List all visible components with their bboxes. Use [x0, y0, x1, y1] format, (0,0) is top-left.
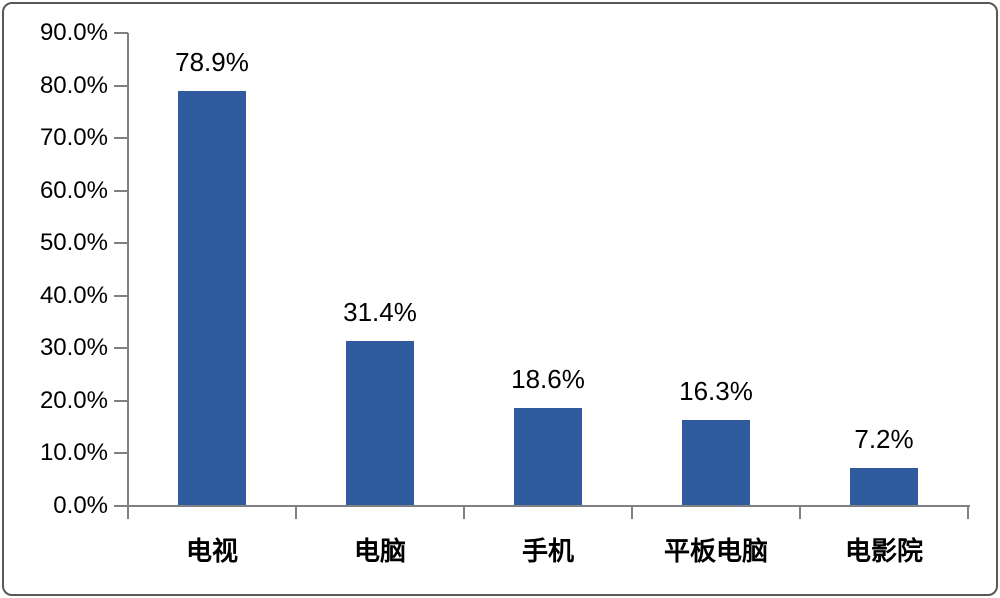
- y-axis-tick: [114, 137, 128, 139]
- x-axis-category-label: 手机: [521, 536, 574, 566]
- x-axis-line: [127, 505, 970, 507]
- bar: [514, 407, 582, 506]
- bar: [850, 467, 918, 506]
- bar-value-label: 31.4%: [343, 296, 417, 327]
- y-axis-tick: [114, 504, 128, 507]
- x-axis-tick: [127, 505, 129, 519]
- x-axis-category-label: 电影院: [844, 536, 923, 566]
- x-axis-tick: [799, 505, 801, 519]
- bar-value-label: 7.2%: [854, 423, 914, 454]
- y-axis-tick: [114, 84, 128, 87]
- y-axis-tick-label: 20.0%: [39, 386, 108, 414]
- bar-value-label: 78.9%: [175, 47, 249, 78]
- y-axis-tick-label: 30.0%: [39, 334, 108, 361]
- bar: [346, 340, 414, 506]
- y-axis-tick-label: 50.0%: [39, 229, 108, 256]
- bar-value-label: 16.3%: [679, 375, 753, 406]
- y-axis-tick: [114, 242, 128, 244]
- x-axis-category-label: 电视: [185, 536, 238, 566]
- y-axis-tick-label: 10.0%: [39, 439, 108, 466]
- x-axis-tick: [967, 505, 969, 519]
- y-axis-line: [127, 33, 129, 508]
- y-axis-tick: [114, 347, 128, 349]
- y-axis-tick: [114, 399, 128, 402]
- x-axis-category-label: 电脑: [353, 536, 406, 566]
- y-axis-tick: [114, 452, 128, 454]
- y-axis-tick-label: 80.0%: [39, 71, 108, 99]
- x-axis-category-label: 平板电脑: [663, 536, 768, 566]
- bar: [178, 91, 246, 506]
- y-axis-tick-label: 0.0%: [53, 491, 108, 519]
- x-axis-tick: [631, 505, 633, 519]
- y-axis-tick-label: 60.0%: [39, 176, 108, 204]
- y-axis-tick: [114, 189, 128, 192]
- y-axis-tick-label: 70.0%: [39, 124, 108, 151]
- x-axis-tick: [295, 505, 297, 519]
- x-axis-tick: [463, 505, 465, 519]
- y-axis-tick: [114, 294, 128, 297]
- y-axis-tick-label: 40.0%: [39, 281, 108, 309]
- bar-value-label: 18.6%: [511, 363, 585, 394]
- bar: [682, 419, 750, 506]
- y-axis-tick: [114, 32, 128, 34]
- y-axis-tick-label: 90.0%: [39, 19, 108, 46]
